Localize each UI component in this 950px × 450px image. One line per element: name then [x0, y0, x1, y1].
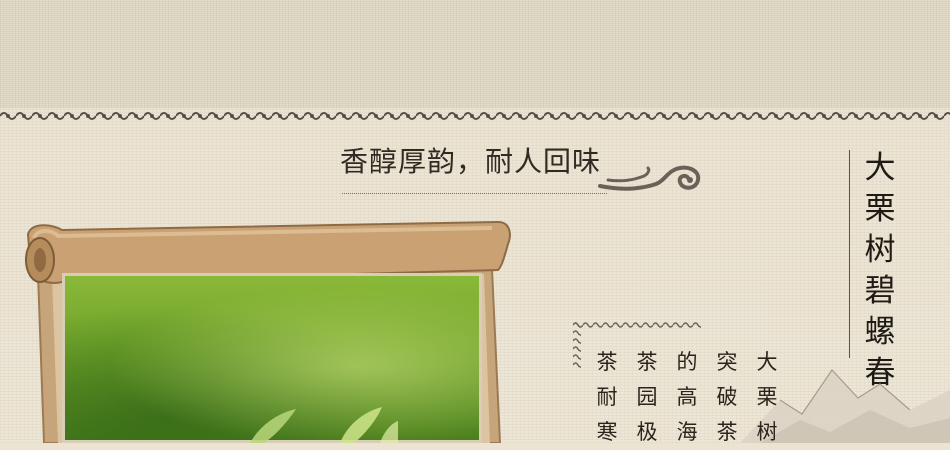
text-char: 茶 [716, 420, 738, 444]
text-char: 海 [676, 420, 698, 444]
title-char: 树 [864, 232, 896, 268]
tea-leaf-illustration [250, 407, 398, 443]
text-column: 大 栗 树 [754, 345, 780, 450]
text-char: 耐 [596, 385, 618, 409]
headline: 香醇厚韵，耐人回味 [340, 145, 602, 178]
tea-photo [62, 273, 482, 443]
title-char: 螺 [864, 314, 896, 350]
title-char: 栗 [864, 191, 896, 227]
title-char: 大 [864, 150, 896, 186]
text-char: 大 [756, 350, 778, 374]
text-char: 栗 [756, 385, 778, 409]
text-column: 茶 园 极 [634, 345, 660, 450]
text-char: 的 [676, 350, 698, 374]
text-char: 破 [716, 385, 738, 409]
text-char: 茶 [636, 350, 658, 374]
text-column: 的 高 海 [674, 345, 700, 450]
text-char: 寒 [596, 420, 618, 444]
decorative-border [0, 108, 950, 122]
text-char: 极 [636, 420, 658, 444]
top-texture-band [0, 0, 950, 108]
cloud-ornament-icon [598, 165, 701, 191]
vertical-rule [849, 150, 850, 358]
title-char: 碧 [864, 273, 896, 309]
small-decorative-border [573, 321, 701, 369]
text-column: 茶 耐 寒 [594, 345, 620, 450]
text-char: 树 [756, 420, 778, 444]
text-char: 高 [676, 385, 698, 409]
vertical-title: 大 栗 树 碧 螺 春 [862, 148, 898, 394]
headline-divider [342, 193, 607, 194]
text-char: 园 [636, 385, 658, 409]
mountain-ink-illustration [740, 369, 950, 443]
text-char: 突 [716, 350, 738, 374]
text-char: 茶 [596, 350, 618, 374]
text-column: 突 破 茶 [714, 345, 740, 450]
